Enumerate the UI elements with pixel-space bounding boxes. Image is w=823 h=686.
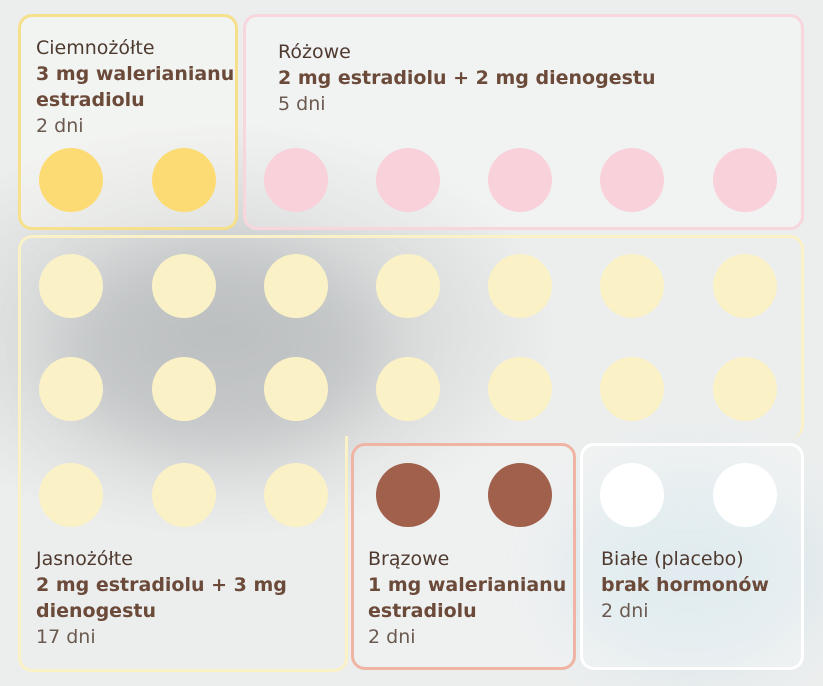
brown-label: Brązowe 1 mg walerianianu estradiolu 2 dn… xyxy=(368,546,568,650)
white-label: Białe (placebo) brak hormonów 2 dni xyxy=(601,546,801,624)
light-yellow-pill xyxy=(713,357,777,421)
light-yellow-pill xyxy=(264,463,328,527)
group-name: Ciemnożółte xyxy=(36,37,155,59)
group-days: 2 dni xyxy=(601,600,649,622)
group-name: Jasnożółte xyxy=(36,548,133,570)
light-yellow-pill xyxy=(264,254,328,318)
group-name: Różowe xyxy=(278,41,351,63)
group-dose: 2 mg estradiolu + 3 mg dienogestu xyxy=(36,574,287,622)
pink-pill xyxy=(600,148,664,212)
group-dose: 1 mg walerianianu estradiolu xyxy=(368,574,567,622)
light-yellow-pill xyxy=(600,254,664,318)
light-yellow-pill xyxy=(713,254,777,318)
light-yellow-pill xyxy=(39,254,103,318)
brown-pill xyxy=(376,463,440,527)
light-yellow-pill xyxy=(152,357,216,421)
group-days: 17 dni xyxy=(36,626,96,648)
light-yellow-pill xyxy=(152,254,216,318)
group-dose: 2 mg estradiolu + 2 mg dienogestu xyxy=(278,67,656,89)
pink-pill xyxy=(264,148,328,212)
group-dose: 3 mg walerianianu estradiolu xyxy=(36,63,235,111)
light-yellow-pill xyxy=(39,357,103,421)
group-days: 2 dni xyxy=(36,115,84,137)
group-days: 2 dni xyxy=(368,626,416,648)
brown-pill xyxy=(488,463,552,527)
group-days: 5 dni xyxy=(278,93,326,115)
light-yellow-label: Jasnożółte 2 mg estradiolu + 3 mg dienoge… xyxy=(36,546,326,650)
dark-yellow-pill xyxy=(39,148,103,212)
pink-pill xyxy=(488,148,552,212)
light-yellow-pill xyxy=(488,254,552,318)
group-name: Brązowe xyxy=(368,548,450,570)
pink-label: Różowe 2 mg estradiolu + 2 mg dienogestu… xyxy=(278,39,778,117)
white-pill xyxy=(713,463,777,527)
light-yellow-pill xyxy=(376,357,440,421)
dark-yellow-label: Ciemnożółte 3 mg walerianianu estradiolu … xyxy=(36,35,236,139)
light-yellow-pill xyxy=(152,463,216,527)
dark-yellow-pill xyxy=(152,148,216,212)
group-dose: brak hormonów xyxy=(601,574,769,596)
light-yellow-pill xyxy=(376,254,440,318)
light-yellow-pill xyxy=(39,463,103,527)
group-name: Białe (placebo) xyxy=(601,548,744,570)
light-yellow-pill xyxy=(600,357,664,421)
white-pill xyxy=(600,463,664,527)
light-yellow-group-box xyxy=(18,235,804,439)
pink-pill xyxy=(376,148,440,212)
light-yellow-pill xyxy=(488,357,552,421)
light-yellow-group-box-lower xyxy=(18,436,348,672)
pink-pill xyxy=(713,148,777,212)
light-yellow-pill xyxy=(264,357,328,421)
